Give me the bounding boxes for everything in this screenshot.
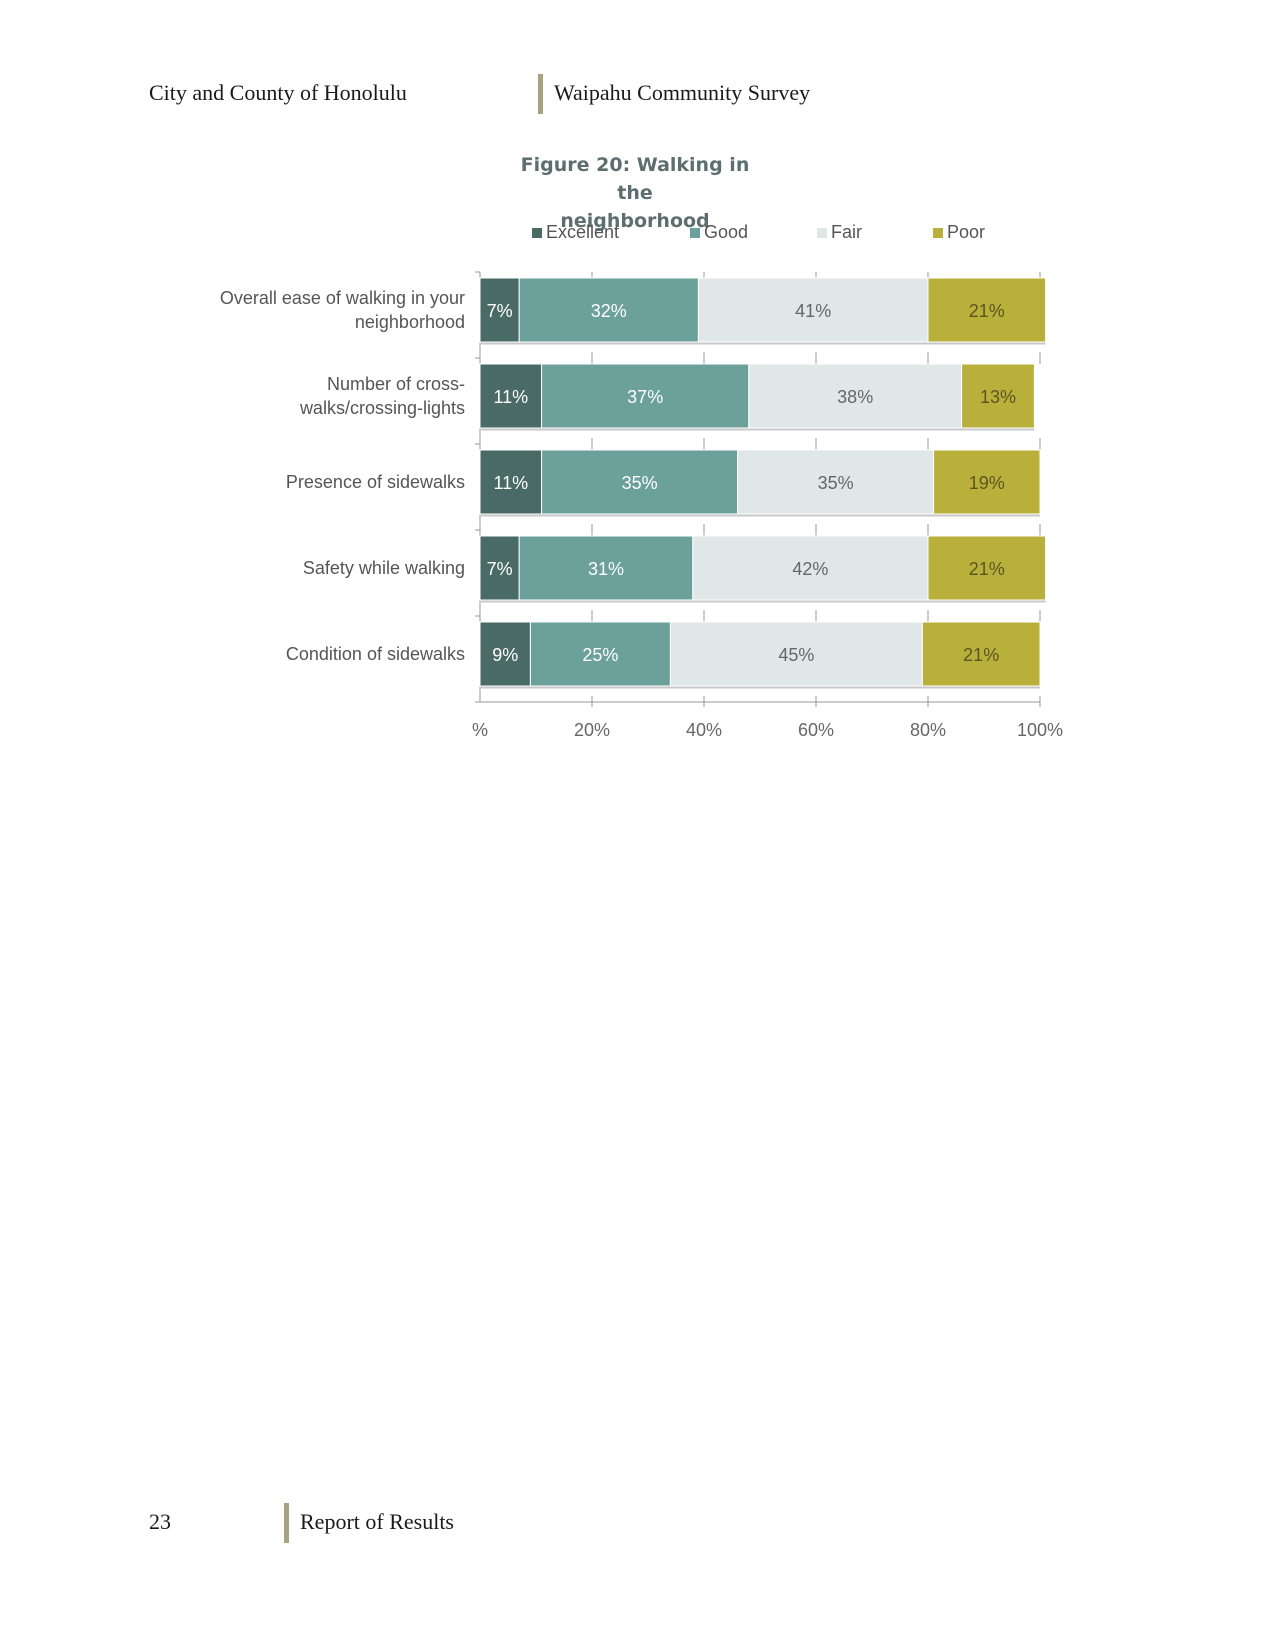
- data-label: 19%: [969, 473, 1005, 493]
- legend-label: Excellent: [546, 222, 620, 242]
- legend-label: Fair: [831, 222, 862, 242]
- category-label-line: neighborhood: [354, 312, 465, 332]
- legend-swatch: [690, 227, 700, 238]
- legend-label: Poor: [947, 222, 986, 242]
- data-label: 21%: [969, 559, 1005, 579]
- x-tick-label: 40%: [686, 720, 722, 740]
- data-label: 38%: [837, 387, 873, 407]
- header-org: City and County of Honolulu: [149, 80, 407, 105]
- legend-item-excellent: Excellent: [532, 222, 619, 243]
- figure-title: Figure 20: Walking in the neighborhood: [500, 151, 770, 235]
- bar-excellent-3: [479, 535, 520, 601]
- category-label: Number of cross-walks/crossing-lights: [165, 372, 465, 420]
- x-tick-label: 80%: [910, 720, 946, 740]
- x-tick-label: 20%: [574, 720, 610, 740]
- data-label: 32%: [591, 301, 627, 321]
- page-number: 23: [149, 1509, 171, 1534]
- data-label: 13%: [980, 387, 1016, 407]
- data-label: 7%: [487, 301, 513, 321]
- category-label-line: walks/crossing-lights: [299, 398, 465, 418]
- category-label: Condition of sidewalks: [165, 642, 465, 666]
- data-label: 45%: [778, 645, 814, 665]
- bar-fair-2: [737, 449, 935, 515]
- data-label: 41%: [795, 301, 831, 321]
- bar-good-3: [518, 535, 694, 601]
- data-label: 11%: [493, 473, 528, 493]
- figure-title-line-1: Figure 20: Walking in the: [520, 154, 750, 204]
- category-label-line: Presence of sidewalks: [285, 472, 465, 492]
- footer-divider: [284, 1503, 289, 1543]
- bar-poor-0: [927, 277, 1047, 343]
- bar-fair-0: [697, 277, 929, 343]
- legend-item-fair: Fair: [817, 222, 862, 243]
- data-label: 9%: [492, 645, 518, 665]
- data-label: 11%: [493, 387, 528, 407]
- category-label: Presence of sidewalks: [165, 470, 465, 494]
- category-label: Overall ease of walking in your neighborh…: [165, 286, 465, 334]
- x-tick-label: %: [472, 720, 488, 740]
- figure-title-line-2: neighborhood: [560, 210, 710, 232]
- header-report-title: Waipahu Community Survey: [554, 80, 811, 105]
- bar-good-2: [541, 449, 739, 515]
- bar-poor-2: [933, 449, 1041, 515]
- data-label: 35%: [818, 473, 854, 493]
- bar-poor-1: [961, 363, 1035, 429]
- category-label: Safety while walking: [165, 556, 465, 580]
- chart-legend: Excellent Good Fair Poor: [0, 222, 1275, 248]
- data-label: 25%: [582, 645, 618, 665]
- data-label: 21%: [969, 301, 1005, 321]
- x-tick-label: 60%: [798, 720, 834, 740]
- legend-label: Good: [704, 222, 749, 242]
- bar-poor-4: [921, 621, 1041, 687]
- category-label-line: Number of cross-: [326, 374, 465, 394]
- data-label: 31%: [588, 559, 624, 579]
- category-label-line: Overall ease of walking in your: [219, 288, 465, 308]
- bar-excellent-2: [479, 449, 543, 515]
- legend-item-poor: Poor: [933, 222, 985, 243]
- data-label: 7%: [487, 559, 513, 579]
- footer-text: Report of Results: [300, 1509, 454, 1534]
- x-tick-label: 100%: [1017, 720, 1063, 740]
- stacked-bar-chart: 7% 32% 41% 21% 11% 37% 38% 13% 11% 35% 35% 19% 7% 31%…: [472, 271, 1063, 740]
- header-divider: [538, 74, 543, 114]
- bar-good-4: [529, 621, 671, 687]
- bar-good-1: [541, 363, 750, 429]
- legend-swatch: [817, 227, 827, 238]
- legend-item-good: Good: [690, 222, 748, 243]
- data-label: 35%: [622, 473, 658, 493]
- bar-excellent-1: [479, 363, 543, 429]
- legend-swatch: [532, 227, 542, 238]
- bar-fair-4: [669, 621, 923, 687]
- category-label-line: Safety while walking: [302, 558, 465, 578]
- data-label: 37%: [627, 387, 663, 407]
- legend-swatch: [933, 227, 943, 238]
- bar-fair-3: [692, 535, 929, 601]
- category-label-line: Condition of sidewalks: [285, 644, 465, 664]
- data-label: 42%: [792, 559, 828, 579]
- bar-excellent-4: [479, 621, 531, 687]
- bar-fair-1: [748, 363, 963, 429]
- bar-poor-3: [927, 535, 1047, 601]
- data-label: 21%: [963, 645, 999, 665]
